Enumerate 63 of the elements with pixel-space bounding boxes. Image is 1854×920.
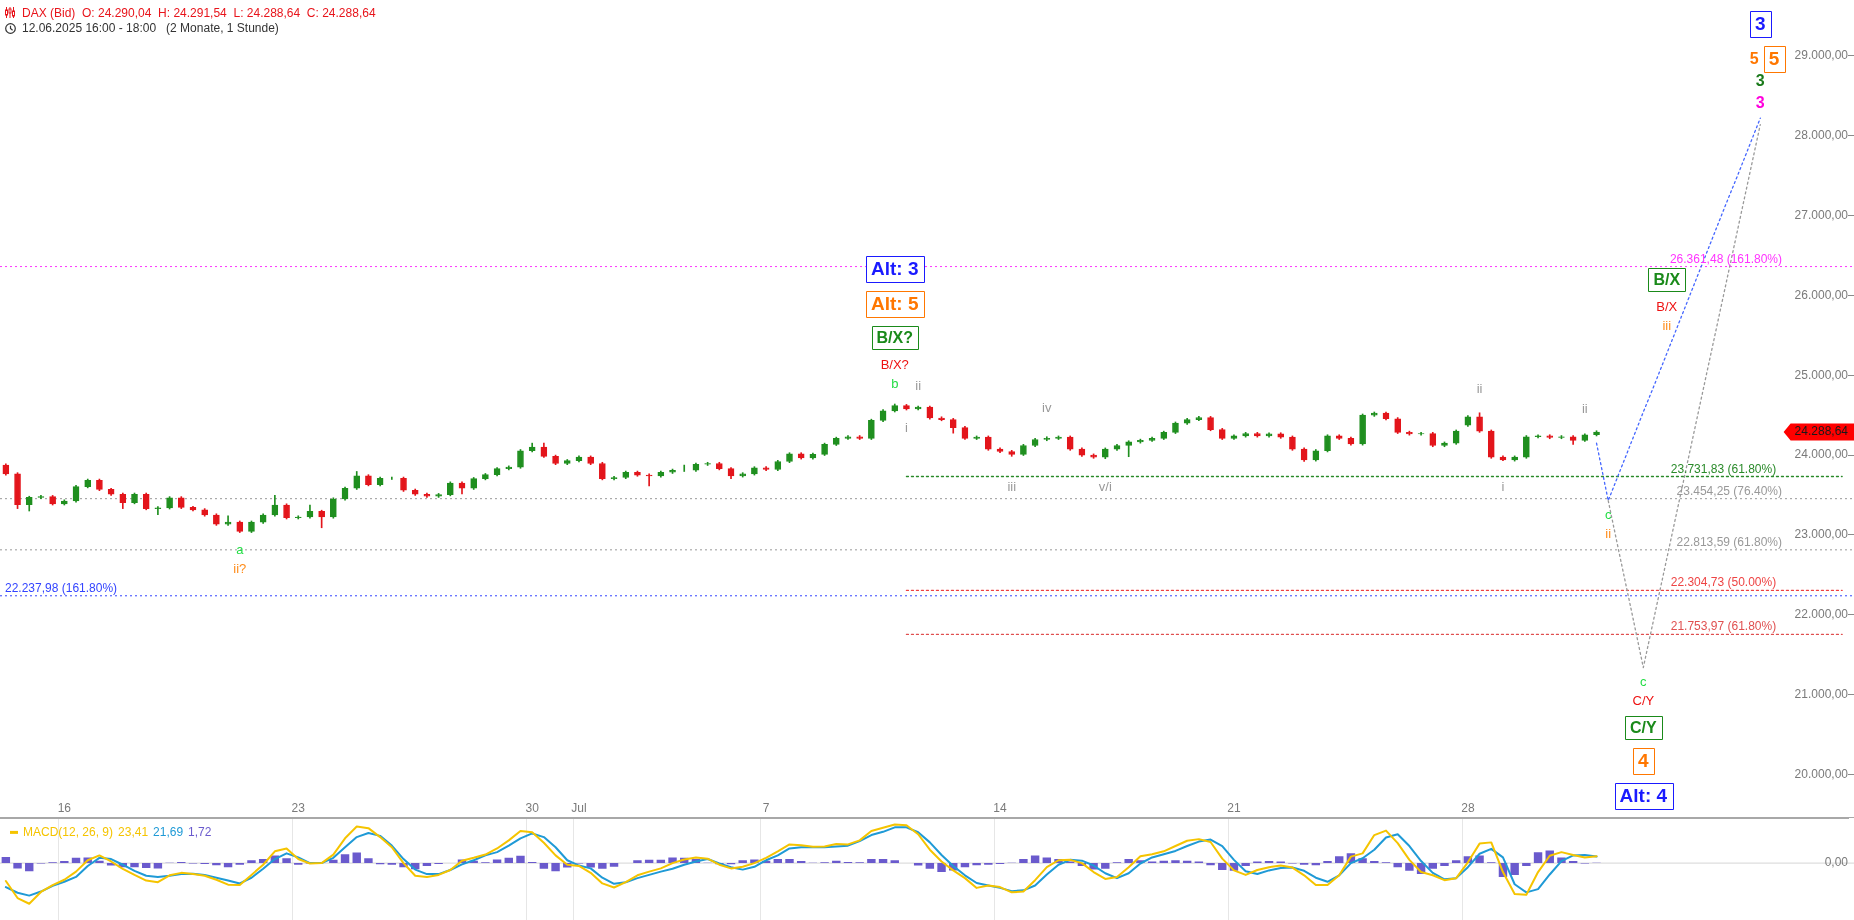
annotation: 4 <box>1638 750 1650 772</box>
annotation: a <box>236 542 245 558</box>
annotation: Alt: 5 <box>871 293 919 315</box>
x-tick-label: 7 <box>762 800 770 815</box>
y-tick-label: 20.000,00 <box>1794 766 1849 781</box>
y-tick-label: 26.000,00 <box>1794 287 1849 302</box>
y-tick-label: 25.000,00 <box>1794 367 1849 382</box>
annotation: ii? <box>233 561 247 577</box>
y-tick-label: 22.000,00 <box>1794 607 1849 622</box>
series-label: 1,72 <box>188 824 212 839</box>
text: 12.06.2025 16:00 - 18:00 (2 Monate, 1 Stunde) <box>22 21 279 36</box>
x-tick-label: 21 <box>1227 800 1241 815</box>
y-tick-label: 21.000,00 <box>1794 686 1849 701</box>
series-label: 21.753,97 (61.80%) <box>1670 619 1777 634</box>
y-tick-label: 27.000,00 <box>1794 207 1849 222</box>
annotation: c <box>1604 506 1612 522</box>
annotation: iv <box>1042 399 1052 415</box>
annotation: v/i <box>1098 479 1112 495</box>
annotation: iii <box>1662 318 1672 334</box>
annotation: B/X? <box>880 357 909 373</box>
legend-title: MACD(12, 26, 9) <box>23 824 114 839</box>
series-label: 23.731,83 (61.80%) <box>1670 461 1777 476</box>
x-tick-label: 28 <box>1461 800 1475 815</box>
ref-line-label: 23.454,25 (76.40%) <box>1676 483 1783 498</box>
annotation: C/Y <box>1632 693 1655 709</box>
annotation: B/X? <box>876 328 913 346</box>
annotation: ii <box>915 378 922 394</box>
annotation: i <box>905 420 909 436</box>
annotation: 5 <box>1749 50 1759 68</box>
x-tick-label: 30 <box>525 800 540 815</box>
x-tick-label: 16 <box>57 800 72 815</box>
series-label: 22.304,73 (50.00%) <box>1670 575 1777 590</box>
annotation: 3 <box>1755 94 1765 112</box>
annotation: 3 <box>1754 12 1766 34</box>
x-tick-label: Jul <box>571 800 587 815</box>
annotation: ii <box>1476 380 1483 396</box>
annotation: 5 <box>1768 47 1780 69</box>
annotation: B/X <box>1656 299 1678 315</box>
y-tick-label: 24.000,00 <box>1794 447 1849 462</box>
ref-line-label: 26.361,48 (161.80%) <box>1669 251 1783 266</box>
annotation: ii <box>1581 401 1588 417</box>
text: DAX (Bid) O: 24.290,04 H: 24.291,54 L: 24.288,64 C: 24.288,64 <box>22 5 376 20</box>
ref-line-label: 22.237,98 (161.80%) <box>5 580 118 595</box>
text: 21,69 <box>153 824 184 839</box>
y-tick-label: 23.000,00 <box>1794 527 1849 542</box>
y-tick-label: 28.000,00 <box>1794 128 1849 143</box>
annotation: ii <box>1605 525 1612 541</box>
annotation: Alt: 3 <box>871 258 919 280</box>
annotation: Alt: 4 <box>1619 785 1668 807</box>
annotation: b <box>891 376 899 392</box>
y-tick-label: 24.288,64 <box>1794 424 1849 439</box>
annotation: C/Y <box>1629 718 1657 736</box>
y-tick-label: 29.000,00 <box>1794 48 1849 63</box>
x-tick-label: 23 <box>291 800 306 815</box>
ref-line-label: 22.813,59 (61.80%) <box>1676 534 1783 549</box>
series-label: 23,41 <box>118 824 149 839</box>
ref-line-label: 0,00 <box>1824 855 1849 870</box>
annotation: iii <box>1007 478 1017 494</box>
annotation: B/X <box>1653 271 1681 289</box>
x-tick-label: 14 <box>993 800 1008 815</box>
annotation: c <box>1640 674 1648 690</box>
annotation: 3 <box>1755 72 1765 90</box>
annotation: i <box>1501 479 1505 495</box>
